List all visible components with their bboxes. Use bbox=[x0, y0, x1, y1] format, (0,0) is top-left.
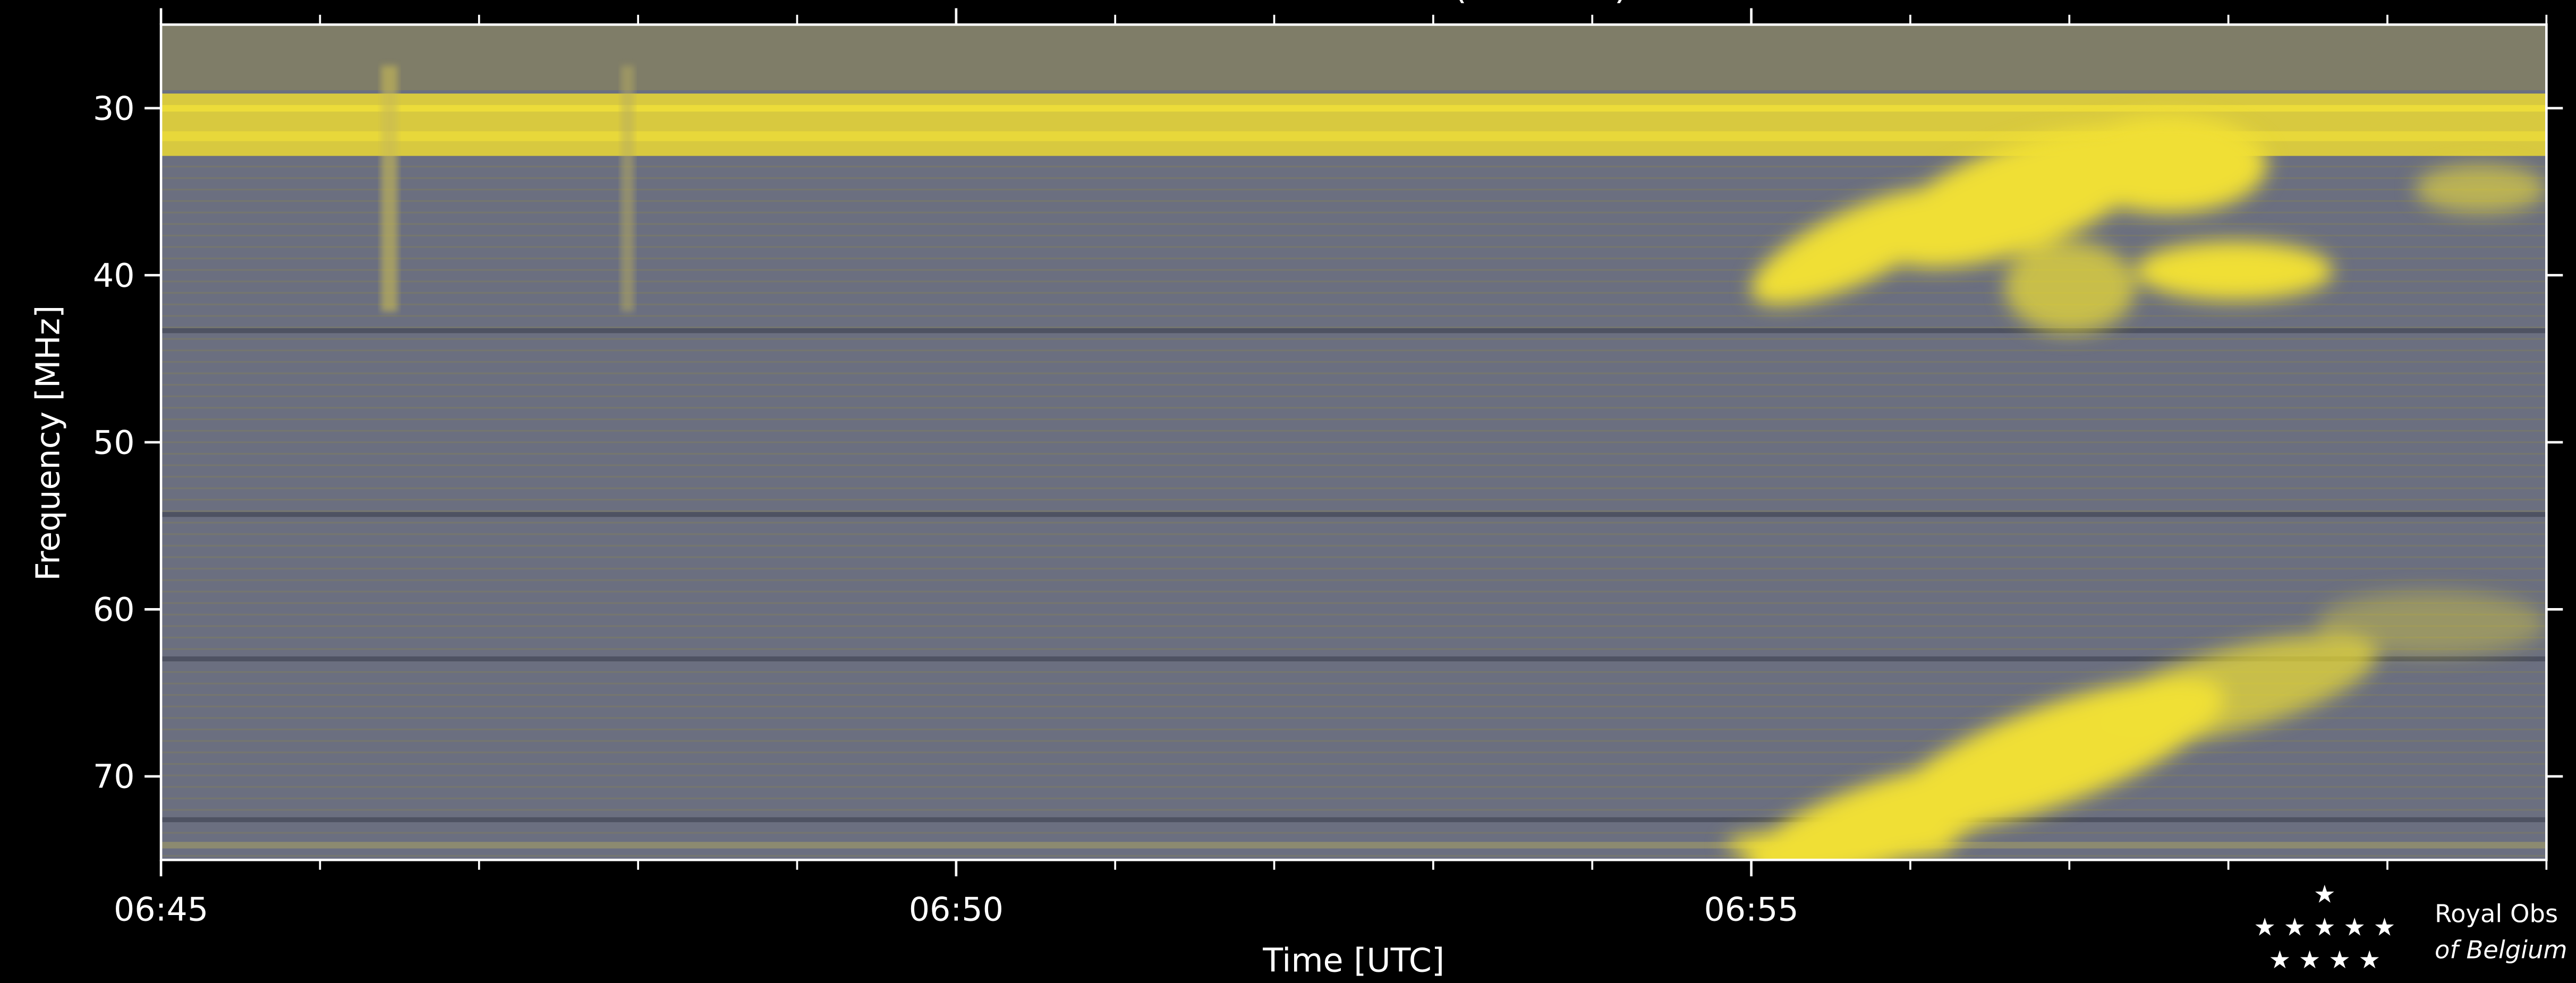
y-tick-label: 70 bbox=[93, 758, 135, 796]
x-tick-label: 06:55 bbox=[1704, 891, 1798, 929]
y-tick-label: 40 bbox=[93, 257, 135, 295]
logo-text: Royal Obs bbox=[2435, 900, 2558, 928]
y-tick-label: 50 bbox=[93, 423, 135, 461]
logo: ★ ★ ★ ★ ★ ★ ★ ★ ★ ★ Royal Obs of Belgium bbox=[2254, 880, 2567, 975]
page: {"chart_data": {"type": "spectrogram", "… bbox=[0, 0, 2576, 983]
svg-text:★ ★ ★ ★: ★ ★ ★ ★ bbox=[2269, 945, 2381, 974]
x-tick-label: 06:50 bbox=[909, 891, 1004, 929]
x-axis-label: Time [UTC] bbox=[1262, 941, 1444, 979]
svg-text:★ ★ ★ ★ ★: ★ ★ ★ ★ ★ bbox=[2254, 912, 2395, 941]
svg-text:★: ★ bbox=[2314, 880, 2336, 909]
y-tick-label: 30 bbox=[93, 89, 135, 127]
chart-title: 2020-01-13 · SPADE (HUMAIN) bbox=[1079, 0, 1628, 7]
logo-text: of Belgium bbox=[2435, 936, 2568, 964]
chart: 06:45 06:50 06:55 30 40 50 60 70 2020-01-13 · S… bbox=[0, 0, 2576, 983]
spectrogram-image bbox=[161, 24, 2546, 905]
y-tick-label: 60 bbox=[93, 591, 135, 629]
x-tick-label: 06:45 bbox=[114, 891, 208, 929]
y-axis-label: Frequency [MHz] bbox=[29, 305, 67, 581]
